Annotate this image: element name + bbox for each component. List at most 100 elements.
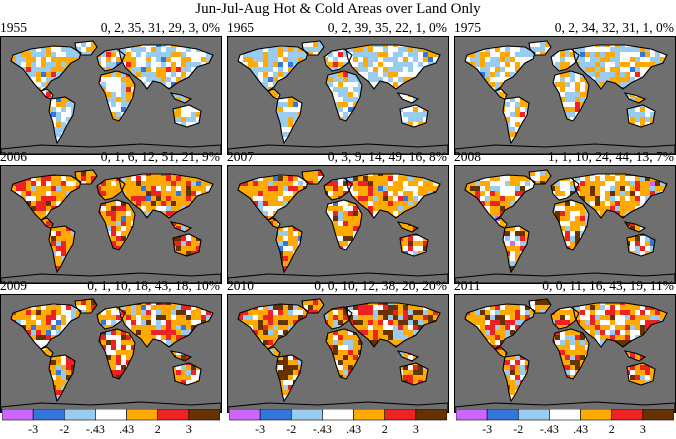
map-svg bbox=[1, 37, 221, 154]
colorbar-tick-label: 3 bbox=[185, 422, 192, 436]
map-panel-2006: 2006 0, 1, 6, 12, 51, 21, 9% bbox=[0, 149, 222, 284]
colorbar: -3 -2 -.43 .43 2 3 bbox=[2, 409, 220, 439]
colorbar-tick-label: .43 bbox=[119, 422, 135, 436]
world-map bbox=[454, 36, 676, 155]
colorbar-tick-label: .43 bbox=[346, 422, 362, 436]
colorbar-bin bbox=[353, 409, 386, 421]
colorbar-bin bbox=[322, 409, 354, 421]
colorbar-tick-label: -2 bbox=[286, 422, 297, 436]
world-map bbox=[227, 294, 449, 413]
colorbar-swatches bbox=[456, 409, 674, 421]
panel-stats: 0, 0, 11, 16, 43, 19, 11% bbox=[542, 278, 674, 293]
map-svg bbox=[455, 295, 675, 412]
colorbar-tick-label: -3 bbox=[255, 422, 266, 436]
panel-header: 2010 0, 0, 10, 12, 38, 20, 20% bbox=[227, 278, 449, 294]
map-svg bbox=[228, 166, 448, 283]
panel-year: 1975 bbox=[454, 20, 481, 35]
colorbar-labels: -3 -2 -.43 .43 2 3 bbox=[2, 422, 220, 438]
map-panel-2011: 2011 0, 0, 11, 16, 43, 19, 11% bbox=[454, 278, 676, 413]
panel-header: 1955 0, 2, 35, 31, 29, 3, 0% bbox=[0, 20, 222, 36]
coastline-outlines bbox=[1, 169, 221, 283]
colorbar-bin bbox=[157, 409, 190, 421]
map-svg bbox=[1, 295, 221, 412]
colorbar-bin bbox=[549, 409, 581, 421]
colorbar-tick-label: -2 bbox=[59, 422, 70, 436]
panel-header: 2008 1, 1, 10, 24, 44, 13, 7% bbox=[454, 149, 676, 165]
coastline-outlines bbox=[455, 169, 675, 283]
colorbar-labels: -3 -2 -.43 .43 2 3 bbox=[229, 422, 447, 438]
panel-year: 2006 bbox=[0, 149, 27, 164]
panel-header: 2009 0, 1, 10, 18, 43, 18, 10% bbox=[0, 278, 222, 294]
panel-year: 1955 bbox=[0, 20, 27, 35]
panel-stats: 0, 3, 9, 14, 49, 16, 8% bbox=[327, 149, 447, 164]
panel-header: 2006 0, 1, 6, 12, 51, 21, 9% bbox=[0, 149, 222, 165]
colorbar-tick-label: -3 bbox=[28, 422, 39, 436]
coastline-outlines bbox=[1, 40, 221, 154]
world-map bbox=[227, 165, 449, 284]
colorbar-swatches bbox=[229, 409, 447, 421]
colorbar-bin bbox=[2, 409, 34, 421]
colorbar-tick-label: 2 bbox=[154, 422, 161, 436]
colorbar-tick-label: -3 bbox=[482, 422, 493, 436]
colorbar-bin bbox=[290, 409, 323, 421]
colorbar-tick-label: -2 bbox=[513, 422, 524, 436]
map-panel-1955: 1955 0, 2, 35, 31, 29, 3, 0% bbox=[0, 20, 222, 155]
colorbar-bin bbox=[642, 409, 674, 421]
map-svg bbox=[455, 37, 675, 154]
panel-year: 1965 bbox=[227, 20, 254, 35]
panel-stats: 0, 1, 10, 18, 43, 18, 10% bbox=[87, 278, 220, 293]
colorbar-bin bbox=[126, 409, 159, 421]
world-map bbox=[454, 294, 676, 413]
map-panel-2008: 2008 1, 1, 10, 24, 44, 13, 7% bbox=[454, 149, 676, 284]
figure-title: Jun-Jul-Aug Hot & Cold Areas over Land O… bbox=[195, 1, 481, 17]
colorbar: -3 -2 -.43 .43 2 3 bbox=[229, 409, 447, 439]
world-map bbox=[0, 294, 222, 413]
colorbar-bin bbox=[229, 409, 261, 421]
coastline-outlines bbox=[228, 169, 448, 283]
coastline-outlines bbox=[228, 40, 448, 154]
colorbar-labels: -3 -2 -.43 .43 2 3 bbox=[456, 422, 674, 438]
map-panel-2009: 2009 0, 1, 10, 18, 43, 18, 10% bbox=[0, 278, 222, 413]
panel-stats: 0, 1, 6, 12, 51, 21, 9% bbox=[100, 149, 220, 164]
colorbar-bin bbox=[415, 409, 447, 421]
map-panel-1965: 1965 0, 2, 39, 35, 22, 1, 0% bbox=[227, 20, 449, 155]
world-map bbox=[454, 165, 676, 284]
colorbar-tick-label: 2 bbox=[608, 422, 615, 436]
panel-year: 2010 bbox=[227, 278, 254, 293]
map-svg bbox=[455, 166, 675, 283]
map-svg bbox=[228, 37, 448, 154]
colorbar-bin bbox=[456, 409, 488, 421]
colorbar-bin bbox=[580, 409, 613, 421]
colorbar-bin bbox=[611, 409, 644, 421]
colorbar-tick-label: 3 bbox=[639, 422, 646, 436]
world-map bbox=[0, 36, 222, 155]
colorbar-tick-label: .43 bbox=[573, 422, 589, 436]
coastline-outlines bbox=[455, 298, 675, 412]
coastline-outlines bbox=[228, 298, 448, 412]
colorbar-bin bbox=[188, 409, 220, 421]
panel-year: 2009 bbox=[0, 278, 27, 293]
panel-stats: 1, 1, 10, 24, 44, 13, 7% bbox=[548, 149, 674, 164]
coastline-outlines bbox=[1, 298, 221, 412]
colorbar-tick-label: 3 bbox=[412, 422, 419, 436]
panel-stats: 0, 2, 34, 32, 31, 1, 0% bbox=[554, 20, 674, 35]
colorbar-tick-label: 2 bbox=[381, 422, 388, 436]
map-svg bbox=[228, 295, 448, 412]
colorbar-bin bbox=[384, 409, 417, 421]
panel-stats: 0, 2, 35, 31, 29, 3, 0% bbox=[100, 20, 220, 35]
colorbar: -3 -2 -.43 .43 2 3 bbox=[456, 409, 674, 439]
panel-header: 1975 0, 2, 34, 32, 31, 1, 0% bbox=[454, 20, 676, 36]
panel-header: 2007 0, 3, 9, 14, 49, 16, 8% bbox=[227, 149, 449, 165]
panel-stats: 0, 2, 39, 35, 22, 1, 0% bbox=[327, 20, 447, 35]
colorbar-bin bbox=[32, 409, 65, 421]
coastline-outlines bbox=[455, 40, 675, 154]
panel-header: 1965 0, 2, 39, 35, 22, 1, 0% bbox=[227, 20, 449, 36]
colorbar-swatches bbox=[2, 409, 220, 421]
colorbar-bin bbox=[259, 409, 292, 421]
colorbar-bin bbox=[486, 409, 519, 421]
colorbar-bin bbox=[63, 409, 96, 421]
map-svg bbox=[1, 166, 221, 283]
colorbar-tick-label: -.43 bbox=[85, 422, 105, 436]
panel-stats: 0, 0, 10, 12, 38, 20, 20% bbox=[314, 278, 447, 293]
world-map bbox=[0, 165, 222, 284]
